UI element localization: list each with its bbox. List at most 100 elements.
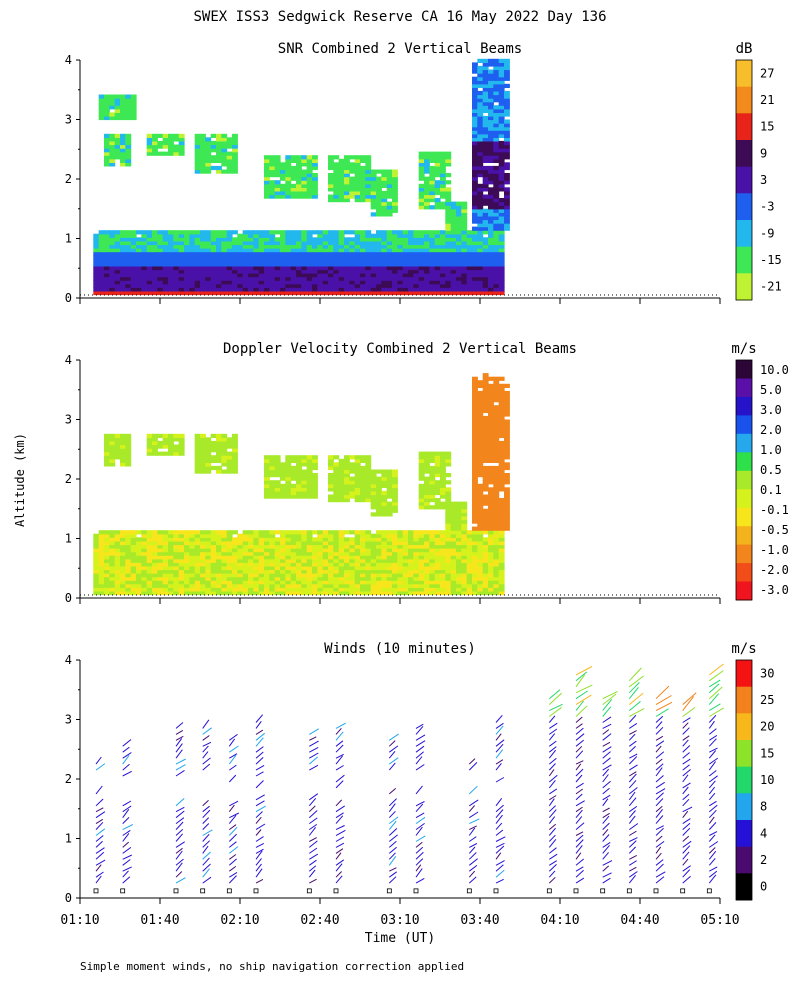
wind-barb	[602, 723, 612, 729]
heatmap-cell	[488, 519, 494, 524]
wind-barb	[575, 806, 583, 813]
wind-barb	[495, 829, 504, 836]
heatmap-cell	[370, 590, 377, 596]
heatmap-cell	[120, 287, 126, 292]
snr-heatmap	[80, 58, 720, 296]
heatmap-cell	[226, 258, 233, 263]
heatmap-cell	[178, 251, 185, 256]
wind-barb	[495, 777, 505, 783]
heatmap-cell	[381, 587, 388, 592]
heatmap-cell	[333, 473, 340, 478]
heatmap-cell	[269, 587, 276, 592]
heatmap-cell	[488, 201, 494, 206]
heatmap-cell	[312, 551, 318, 556]
heatmap-cell	[152, 248, 158, 253]
heatmap-cell	[434, 287, 441, 292]
heatmap-cell	[269, 283, 276, 288]
heatmap-cell	[205, 558, 212, 563]
heatmap-cell	[109, 251, 116, 256]
heatmap-cell	[488, 123, 494, 128]
heatmap-cell	[232, 244, 238, 249]
heatmap-cell	[418, 194, 425, 199]
heatmap-cell	[493, 62, 500, 67]
heatmap-cell	[493, 194, 500, 199]
heatmap-cell	[178, 273, 185, 278]
heatmap-cell	[258, 537, 265, 542]
heatmap-cell	[226, 158, 233, 163]
wind-barb	[575, 809, 583, 819]
heatmap-cell	[306, 580, 313, 585]
heatmap-cell	[504, 219, 510, 224]
heatmap-cell	[301, 476, 308, 481]
heatmap-cell	[488, 276, 494, 281]
heatmap-cell	[418, 201, 425, 206]
heatmap-cell	[349, 262, 356, 267]
heatmap-cell	[152, 551, 158, 556]
heatmap-cell	[306, 565, 313, 571]
heatmap-cell	[248, 544, 254, 549]
heatmap-cell	[130, 273, 137, 278]
heatmap-cell	[349, 187, 356, 192]
heatmap-cell	[258, 280, 265, 285]
heatmap-cell	[162, 290, 169, 296]
heatmap-cell	[349, 576, 356, 581]
heatmap-cell	[370, 290, 377, 296]
heatmap-cell	[162, 530, 169, 535]
heatmap-cell	[349, 269, 356, 274]
heatmap-cell	[488, 173, 494, 178]
heatmap-cell	[381, 208, 388, 213]
heatmap-cell	[157, 283, 164, 288]
heatmap-cell	[440, 590, 446, 596]
heatmap-cell	[248, 533, 254, 538]
heatmap-cell	[386, 187, 393, 192]
heatmap-cell	[376, 487, 382, 492]
heatmap-cell	[488, 83, 494, 88]
heatmap-cell	[104, 251, 110, 256]
heatmap-cell	[493, 83, 500, 88]
heatmap-cell	[349, 237, 356, 242]
heatmap-cell	[392, 190, 398, 196]
heatmap-cell	[221, 580, 228, 585]
wind-barb	[468, 805, 475, 813]
heatmap-cell	[466, 283, 473, 288]
heatmap-cell	[152, 258, 158, 263]
wind-barb	[335, 805, 345, 813]
heatmap-cell	[386, 262, 393, 267]
heatmap-cell	[349, 248, 356, 253]
heatmap-cell	[349, 280, 356, 285]
heatmap-cell	[162, 255, 169, 260]
heatmap-cell	[296, 544, 302, 549]
heatmap-cell	[434, 237, 441, 242]
heatmap-cell	[226, 558, 233, 563]
heatmap-cell	[482, 87, 489, 92]
heatmap-cell	[248, 244, 254, 249]
heatmap-cell	[429, 287, 436, 292]
wind-barb	[175, 735, 184, 741]
heatmap-cell	[498, 537, 505, 542]
heatmap-cell	[482, 576, 489, 581]
heatmap-cell	[98, 258, 105, 263]
heatmap-cell	[354, 583, 361, 588]
wind-barb	[122, 805, 132, 813]
heatmap-cell	[477, 401, 484, 406]
heatmap-cell	[242, 276, 249, 281]
heatmap-cell	[440, 194, 446, 199]
heatmap-cell	[445, 205, 452, 210]
heatmap-cell	[226, 265, 233, 271]
heatmap-cell	[472, 583, 478, 588]
heatmap-cell	[504, 440, 510, 446]
heatmap-cell	[365, 230, 372, 235]
heatmap-cell	[349, 562, 356, 567]
heatmap-cell	[274, 544, 281, 549]
heatmap-cell	[200, 283, 206, 288]
heatmap-cell	[242, 544, 249, 549]
heatmap-cell	[504, 148, 510, 153]
heatmap-cell	[434, 544, 441, 549]
heatmap-cell	[418, 490, 425, 496]
heatmap-cell	[200, 237, 206, 242]
heatmap-cell	[488, 280, 494, 285]
heatmap-cell	[498, 83, 505, 88]
heatmap-cell	[114, 251, 121, 256]
heatmap-cell	[472, 212, 478, 217]
heatmap-cell	[296, 555, 302, 560]
